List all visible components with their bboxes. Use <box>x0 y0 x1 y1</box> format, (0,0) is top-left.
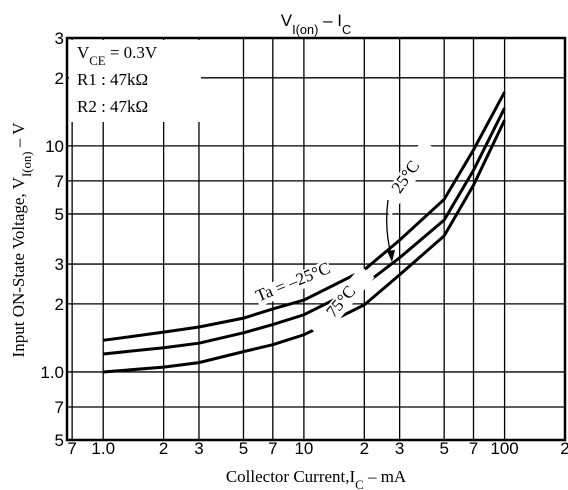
x-axis-label-part: – mA <box>364 467 407 486</box>
series-label-bg <box>376 139 438 216</box>
x-tick-label: 3 <box>395 439 404 458</box>
chart-title-part: I(on) <box>292 22 318 37</box>
x-tick-label: 7 <box>268 439 277 458</box>
y-axis-label-part: – V <box>9 122 28 152</box>
y-axis-label: Input ON-State Voltage, VI(on) – V <box>9 122 34 358</box>
y-tick-label: 2 <box>55 69 64 88</box>
x-axis-label: Collector Current,IC – mA <box>226 467 407 490</box>
line <box>103 107 506 356</box>
x-tick-label: 5 <box>439 439 448 458</box>
y-axis-label-part: Input ON-State Voltage, V <box>9 176 28 357</box>
annotation: VCE = 0.3V <box>77 43 158 68</box>
line <box>103 119 506 374</box>
series-label-bg <box>253 259 334 307</box>
x-tick-label: 7 <box>469 439 478 458</box>
annotation-part: V <box>77 43 90 62</box>
y-tick-label: 7 <box>55 398 64 417</box>
x-tick-label: 2 <box>360 439 369 458</box>
y-tick-label: 3 <box>55 255 64 274</box>
chart-title-part: – I <box>318 11 342 30</box>
chart-title-part: V <box>281 11 293 30</box>
x-tick-label: 2 <box>560 439 568 458</box>
annotation-part: R2 : 47kΩ <box>77 97 148 116</box>
annotation-part: CE <box>89 54 106 68</box>
y-tick-label: 5 <box>55 431 64 450</box>
series-label-bg <box>309 266 375 339</box>
x-tick-label: 3 <box>194 439 203 458</box>
annotation: R2 : 47kΩ <box>77 97 148 116</box>
y-tick-label: 2 <box>55 295 64 314</box>
x-axis-label-part: C <box>355 478 364 490</box>
annotation-part: R1 : 47kΩ <box>77 70 148 89</box>
x-tick-label: 5 <box>239 439 248 458</box>
x-tick-label: 1.0 <box>91 439 115 458</box>
y-tick-label: 1.0 <box>40 363 64 382</box>
y-tick-label: 7 <box>55 172 64 191</box>
y-tick-label: 5 <box>55 205 64 224</box>
y-tick-label: 10 <box>45 137 64 156</box>
arrow-head <box>387 250 395 262</box>
x-tick-label: 100 <box>490 439 518 458</box>
chart-title-part: C <box>342 22 351 37</box>
y-tick-label: 3 <box>55 29 64 48</box>
annotation-bg <box>69 40 201 122</box>
plot-frame <box>65 36 567 442</box>
y-axis-label-part: I(on) <box>20 152 34 178</box>
x-tick-label: 7 <box>67 439 76 458</box>
chart-title: VI(on) – IC <box>281 11 351 37</box>
x-tick-label: 2 <box>159 439 168 458</box>
annotation-part: = 0.3V <box>106 43 158 62</box>
annotation: R1 : 47kΩ <box>77 70 148 89</box>
line <box>103 91 506 342</box>
x-tick-label: 10 <box>294 439 313 458</box>
x-axis-label-part: Collector Current,I <box>226 467 356 486</box>
